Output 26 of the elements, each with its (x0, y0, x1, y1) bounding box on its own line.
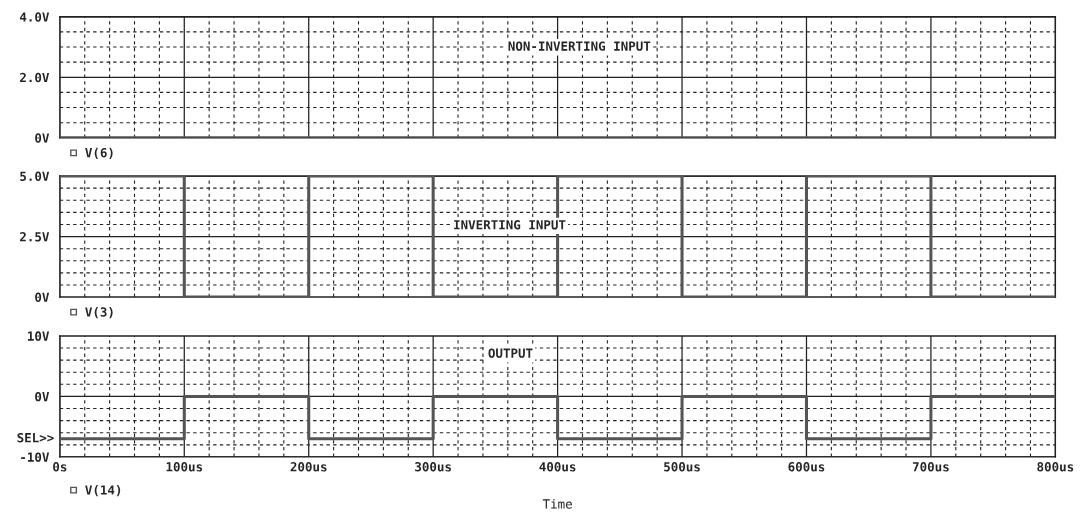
y-tick-label: -10V (21, 452, 50, 462)
legend-label: V(14) (85, 485, 121, 497)
text: SEL>> (17, 432, 54, 443)
y-tick-label: 0V (35, 133, 50, 143)
x-tick-label: 800us (1037, 462, 1074, 472)
x-tick-label: 500us (664, 462, 700, 472)
x-tick-label: 0s (53, 462, 67, 472)
y-tick-label: 5.0V (20, 171, 50, 181)
annotation: NON-INVERTING INPUT (508, 41, 651, 51)
y-tick-label: 2.5V (20, 232, 50, 242)
x-tick-label: 300us (415, 462, 451, 472)
legend-label: V(6) (85, 147, 113, 159)
x-tick-label: 700us (912, 462, 949, 472)
y-tick-label: 2.0V (20, 72, 50, 83)
y-tick-label: 10V (28, 331, 50, 341)
x-tick-label: 400us (539, 462, 576, 472)
x-tick-label: 200us (290, 462, 327, 472)
x-tick-label: 100us (166, 462, 203, 472)
x-axis-title: Time (542, 498, 572, 509)
annotation: OUTPUT (488, 348, 533, 358)
y-tick-label: 4.0V (19, 12, 50, 22)
y-tick-label: 0V (35, 292, 50, 303)
legend-label: V(3) (85, 307, 113, 319)
annotation: INVERTING INPUT (454, 220, 566, 230)
x-tick-label: 600us (788, 462, 825, 472)
y-tick-label: 0V (35, 391, 50, 402)
